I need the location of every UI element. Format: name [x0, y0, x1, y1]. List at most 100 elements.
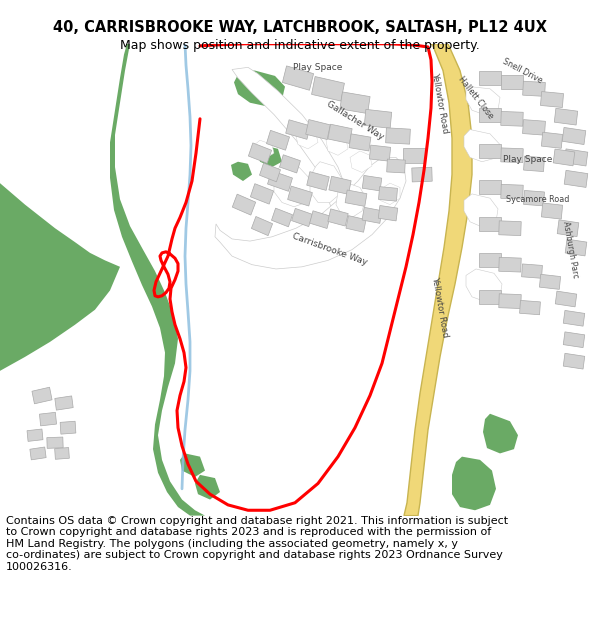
Polygon shape	[286, 120, 310, 139]
Polygon shape	[40, 412, 56, 426]
Polygon shape	[329, 176, 351, 194]
Polygon shape	[30, 447, 46, 460]
Polygon shape	[292, 208, 313, 227]
Polygon shape	[266, 131, 290, 150]
Polygon shape	[379, 187, 397, 201]
Polygon shape	[47, 437, 63, 448]
Polygon shape	[524, 191, 544, 206]
Polygon shape	[110, 44, 205, 516]
Polygon shape	[0, 44, 120, 371]
Polygon shape	[523, 81, 545, 96]
Polygon shape	[386, 127, 410, 144]
Polygon shape	[499, 258, 521, 272]
Polygon shape	[479, 107, 501, 121]
Text: Sycamore Road: Sycamore Road	[506, 195, 569, 204]
Polygon shape	[539, 274, 560, 289]
Polygon shape	[283, 66, 314, 90]
Polygon shape	[380, 183, 400, 204]
Polygon shape	[466, 269, 502, 301]
Polygon shape	[563, 332, 585, 348]
Polygon shape	[563, 311, 585, 326]
Polygon shape	[345, 190, 367, 206]
Polygon shape	[232, 194, 256, 215]
Polygon shape	[386, 159, 406, 173]
Polygon shape	[326, 135, 348, 155]
Text: Play Space: Play Space	[503, 155, 553, 164]
Polygon shape	[274, 162, 312, 207]
Polygon shape	[557, 220, 579, 237]
Polygon shape	[60, 421, 76, 434]
Polygon shape	[483, 414, 518, 453]
Polygon shape	[311, 76, 344, 101]
Polygon shape	[251, 216, 272, 236]
Polygon shape	[27, 429, 43, 441]
Text: Map shows position and indicative extent of the property.: Map shows position and indicative extent…	[120, 39, 480, 52]
Polygon shape	[501, 111, 523, 126]
Text: Ashburgh Parc: Ashburgh Parc	[560, 221, 580, 279]
Polygon shape	[562, 127, 586, 144]
Polygon shape	[32, 388, 52, 404]
Text: Hallett Close: Hallett Close	[457, 74, 495, 120]
Polygon shape	[466, 87, 500, 114]
Polygon shape	[563, 353, 585, 369]
Text: Gallacher Way: Gallacher Way	[325, 100, 385, 142]
Polygon shape	[296, 129, 318, 149]
Polygon shape	[257, 146, 282, 167]
Text: Contains OS data © Crown copyright and database right 2021. This information is : Contains OS data © Crown copyright and d…	[6, 516, 508, 572]
Polygon shape	[195, 475, 220, 499]
Polygon shape	[362, 208, 382, 223]
Polygon shape	[479, 290, 501, 304]
Polygon shape	[452, 457, 496, 510]
Polygon shape	[553, 149, 575, 166]
Polygon shape	[310, 211, 331, 229]
Polygon shape	[479, 144, 501, 158]
Polygon shape	[231, 162, 252, 181]
Polygon shape	[328, 209, 348, 226]
Polygon shape	[252, 140, 274, 159]
Polygon shape	[280, 155, 301, 173]
Polygon shape	[479, 217, 501, 231]
Polygon shape	[501, 76, 523, 89]
Polygon shape	[499, 294, 521, 309]
Polygon shape	[555, 291, 577, 307]
Polygon shape	[501, 148, 523, 162]
Text: Snell Drive: Snell Drive	[500, 56, 544, 85]
Text: Play Space: Play Space	[293, 63, 343, 72]
Polygon shape	[328, 124, 352, 144]
Polygon shape	[464, 129, 500, 162]
Polygon shape	[55, 448, 70, 459]
Polygon shape	[259, 163, 281, 182]
Polygon shape	[412, 168, 432, 182]
Polygon shape	[336, 183, 366, 218]
Text: Carrisbrooke Way: Carrisbrooke Way	[291, 232, 369, 268]
Polygon shape	[521, 264, 542, 278]
Polygon shape	[340, 92, 370, 114]
Text: 40, CARRISBROOKE WAY, LATCHBROOK, SALTASH, PL12 4UX: 40, CARRISBROOKE WAY, LATCHBROOK, SALTAS…	[53, 20, 547, 35]
Polygon shape	[541, 132, 563, 148]
Polygon shape	[232, 68, 352, 231]
Polygon shape	[215, 158, 406, 269]
Polygon shape	[541, 91, 563, 108]
Polygon shape	[287, 186, 313, 206]
Polygon shape	[310, 162, 342, 202]
Polygon shape	[501, 184, 523, 199]
Polygon shape	[346, 216, 366, 232]
Polygon shape	[565, 239, 587, 256]
Polygon shape	[306, 119, 330, 139]
Polygon shape	[464, 194, 498, 226]
Polygon shape	[349, 134, 371, 151]
Polygon shape	[350, 151, 372, 173]
Polygon shape	[520, 301, 541, 315]
Polygon shape	[364, 109, 392, 128]
Text: Yellowtor Road: Yellowtor Road	[430, 276, 450, 338]
Polygon shape	[268, 171, 292, 191]
Polygon shape	[370, 145, 391, 161]
Polygon shape	[479, 253, 501, 268]
Polygon shape	[250, 184, 274, 204]
Polygon shape	[564, 149, 588, 166]
Polygon shape	[55, 396, 73, 410]
Polygon shape	[541, 203, 563, 219]
Polygon shape	[234, 71, 285, 106]
Polygon shape	[564, 171, 588, 187]
Polygon shape	[479, 71, 501, 85]
